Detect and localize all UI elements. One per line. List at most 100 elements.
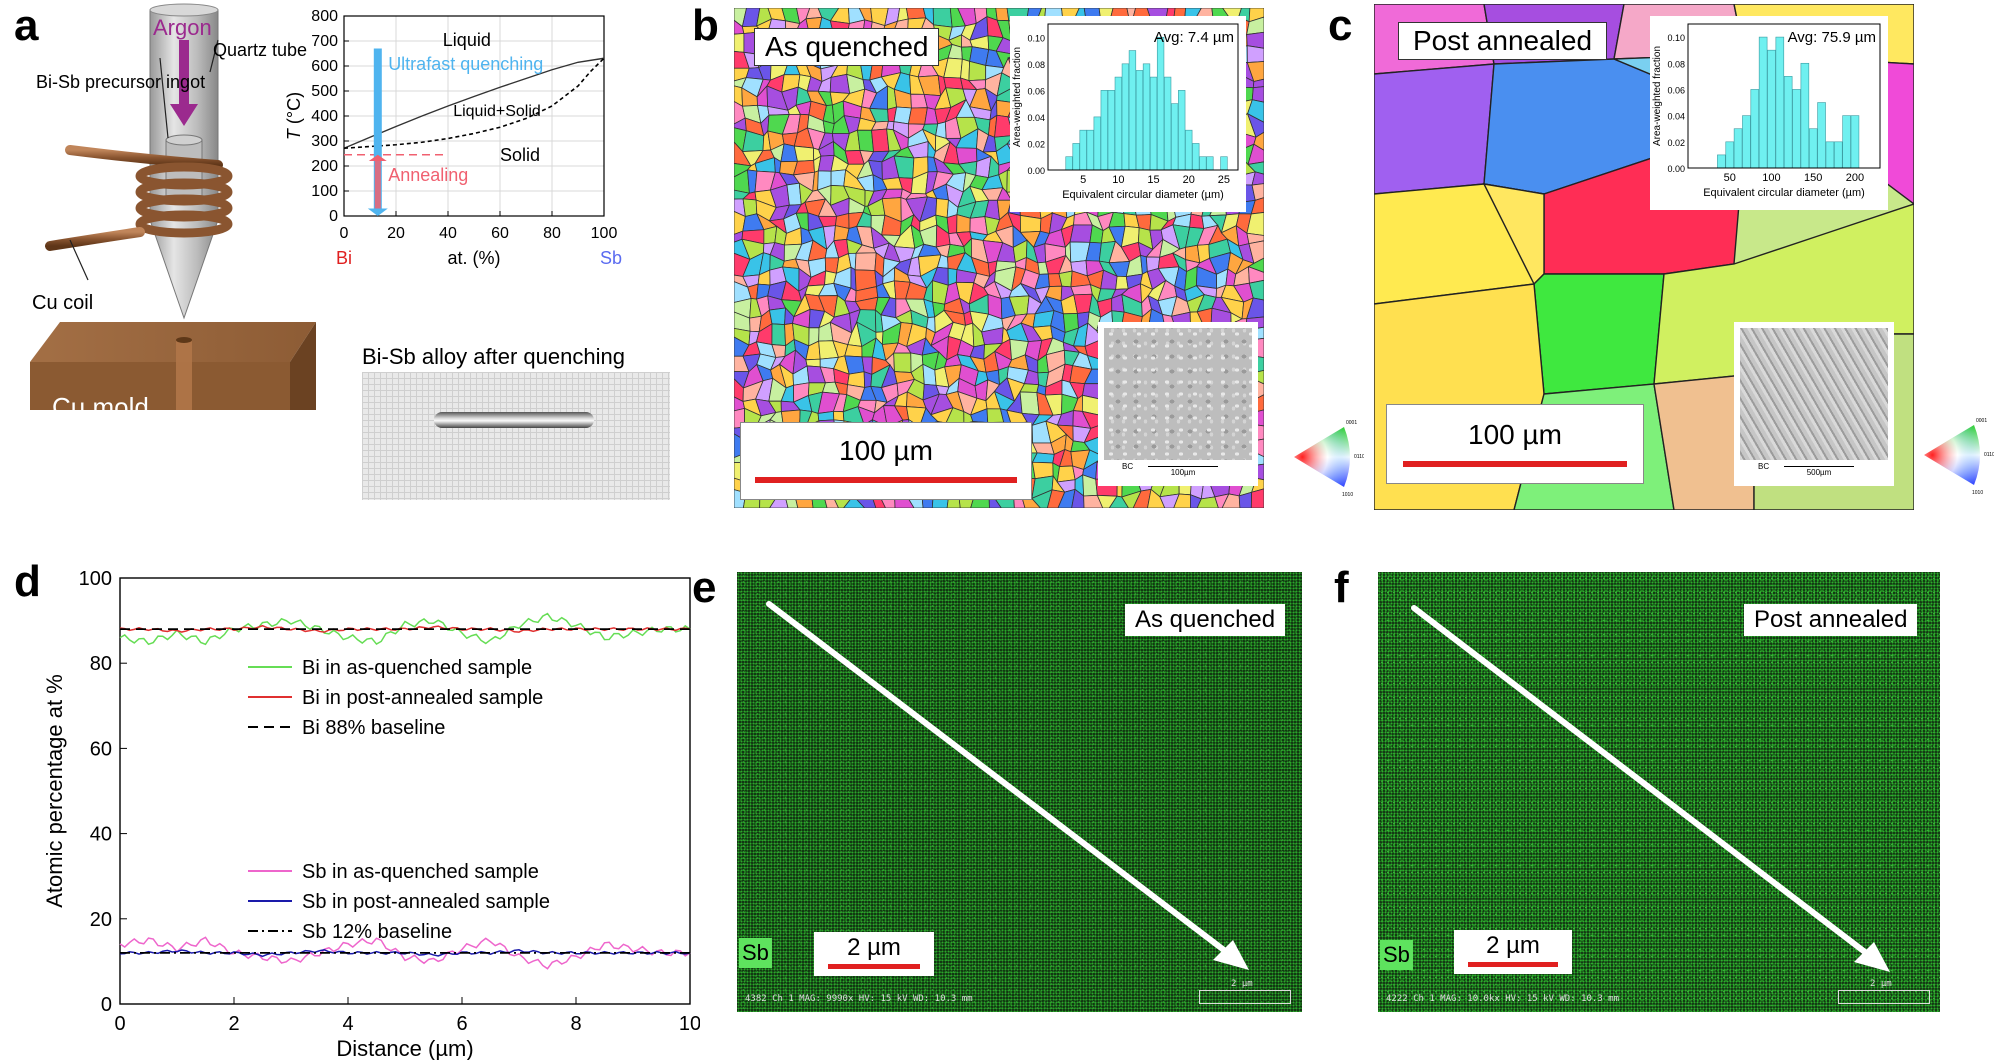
histogram-bar (1758, 36, 1768, 169)
grain (1533, 273, 1665, 395)
panel-e-title: As quenched (1125, 604, 1286, 636)
histogram-frame (1047, 23, 1239, 171)
grain (1031, 489, 1053, 508)
histogram-x-tick: 10 (1112, 174, 1124, 186)
histogram-bar (1742, 115, 1751, 169)
histogram-bar (1135, 70, 1144, 171)
y-tick-label: 800 (311, 8, 338, 25)
series-line (119, 624, 691, 633)
quench-arrow-shaft (373, 48, 382, 209)
grain (1248, 240, 1264, 264)
histogram-bar (1783, 76, 1793, 169)
grain (771, 323, 786, 347)
grain (1253, 131, 1264, 151)
histogram-y-tick: 0.08 (1027, 60, 1045, 70)
grain (1238, 491, 1253, 508)
sem-tag-c: BC (1758, 462, 1770, 471)
plot-frame (119, 577, 691, 1005)
grain (833, 410, 845, 422)
histogram-x-tick: 150 (1804, 172, 1822, 184)
y-tick-label: 20 (90, 909, 112, 931)
grain (1159, 493, 1180, 508)
furnace-schematic (30, 3, 316, 410)
histogram-bar (1121, 63, 1130, 171)
grain (1246, 45, 1264, 64)
histogram-bar (1733, 128, 1743, 169)
y-axis-label: Atomic percentage at % (42, 674, 67, 908)
x-tick-label: 8 (570, 1013, 581, 1035)
histogram-x-tick: 25 (1218, 174, 1230, 186)
histogram-bar (1800, 62, 1810, 169)
grain (905, 8, 927, 20)
histogram-bar (1072, 143, 1080, 171)
series-line (119, 936, 691, 970)
legend-label: Sb 12% baseline (302, 921, 452, 943)
scale-box-e: 2 µm (814, 932, 934, 976)
svg-text:0110: 0110 (1984, 452, 1994, 458)
histogram-inset-c: 50 100 150 200 0.00 0.02 0.04 0.06 0.08 0.10 Equiv… (1650, 16, 1888, 210)
panel-e-letter: e (692, 563, 717, 612)
scale-box-c: 100 µm (1386, 404, 1644, 484)
x-tick-label: 80 (543, 225, 561, 242)
panel-c-letter: c (1328, 1, 1353, 50)
panel-c-title: Post annealed (1398, 22, 1608, 60)
grain (1250, 197, 1264, 215)
grain (1019, 214, 1042, 233)
grain (1248, 8, 1264, 23)
sem-scale-b: 100µm (1170, 468, 1196, 477)
histogram-bar (1185, 129, 1193, 171)
histogram-bar (1220, 156, 1228, 171)
grain (1247, 99, 1264, 123)
scale-bar-f (1468, 962, 1558, 967)
grain (857, 129, 874, 153)
histogram-bar (1178, 90, 1186, 171)
grain (995, 8, 1010, 22)
y-tick-label: 700 (311, 33, 338, 50)
histogram-bar (1767, 49, 1776, 169)
grain (1248, 279, 1264, 301)
eds-map-e: As quenched Sb 2 µm 4382 Ch 1 MAG: 9990x… (737, 572, 1302, 1012)
histogram-x-tick: 50 (1724, 172, 1736, 184)
histogram-bar (1842, 115, 1851, 169)
y-tick-label: 40 (90, 824, 112, 846)
sem-inset-b: BC 100µm (1098, 322, 1258, 486)
grain (1247, 161, 1264, 175)
grain (742, 198, 758, 217)
histogram-frame (1687, 23, 1881, 169)
scale-bar-e (828, 964, 920, 969)
grain (1096, 494, 1118, 508)
grain (1070, 284, 1093, 296)
grain (1246, 112, 1264, 138)
scale-bar-c (1403, 461, 1627, 467)
anneal-arrow-shaft (374, 159, 381, 209)
x-tick-label: 0 (114, 1013, 125, 1035)
panel-a-letter: a (14, 1, 39, 50)
grain (1246, 16, 1264, 36)
y-tick-label: 100 (79, 568, 112, 590)
anneal-label: Annealing (388, 165, 468, 185)
sem-scale-c: 500µm (1806, 468, 1832, 477)
histogram-x-tick: 5 (1080, 174, 1086, 186)
grain (1214, 493, 1230, 508)
y-tick-label: 600 (311, 58, 338, 75)
liquidus-line (343, 57, 605, 149)
footer-scale-text-e: 2 µm (1231, 979, 1253, 989)
precursor-label: Bi-Sb precursor ingot (36, 72, 206, 92)
histogram-bar (1817, 102, 1826, 169)
grain (1071, 488, 1085, 508)
x-tick-label: 4 (342, 1013, 353, 1035)
grain (1246, 61, 1264, 83)
histogram-y-tick: 0.02 (1027, 139, 1045, 149)
histogram-bar (1750, 89, 1760, 169)
grain (1108, 495, 1129, 508)
grain (854, 252, 877, 271)
histogram-x-tick: 200 (1846, 172, 1864, 184)
grain (1247, 257, 1264, 273)
grain (1246, 232, 1264, 245)
y-tick-label: 200 (311, 158, 338, 175)
histogram-average: Avg: 7.4 µm (1154, 29, 1234, 46)
grain (1246, 212, 1264, 236)
grain (734, 33, 745, 53)
x-axis-label: at. (%) (447, 248, 500, 268)
